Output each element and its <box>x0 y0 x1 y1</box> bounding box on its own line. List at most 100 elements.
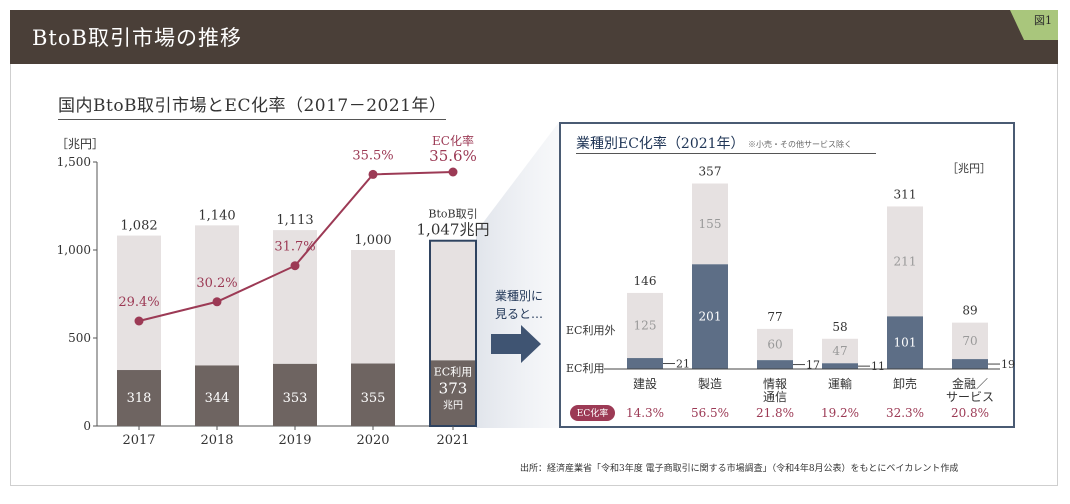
industry-bar-ec <box>627 358 663 369</box>
ec-ratio-callout-title: EC化率 <box>432 133 474 148</box>
right-title-rule <box>576 153 876 154</box>
zoom-connector <box>476 122 559 428</box>
x-tick-label: 2019 <box>278 433 311 448</box>
industry-non-ec-value: 155 <box>699 217 722 231</box>
ec-ratio-point <box>448 167 458 177</box>
industry-category-label: 運輸 <box>828 376 852 391</box>
industry-total-label: 89 <box>962 304 977 318</box>
industry-ec-value: 201 <box>699 310 722 324</box>
industry-category-label: サービス <box>946 390 994 404</box>
industry-category-label: 卸売 <box>893 376 917 391</box>
bar-ec <box>431 360 475 426</box>
ec-ratio-point <box>212 297 222 307</box>
industry-ec-value: 17 <box>806 359 820 372</box>
industry-category-label: 情報 <box>763 377 787 391</box>
industry-non-ec-value: 125 <box>634 318 657 332</box>
header-bar: BtoB取引市場の推移 <box>10 10 1058 64</box>
industry-ec-rate: 56.5% <box>691 406 729 420</box>
bar-ec <box>117 370 161 426</box>
ec-bar-value: 353 <box>283 391 308 406</box>
right-unit: ［兆円］ <box>947 162 991 175</box>
arrow-text-line2: 見ると… <box>495 307 543 321</box>
bar-non-ec <box>431 241 475 361</box>
x-tick-label: 2021 <box>436 433 469 448</box>
ec-bar-label: EC利用 <box>434 365 472 378</box>
industry-bar-non-ec <box>757 328 793 361</box>
y-tick-label: 1,000 <box>57 243 91 257</box>
industry-ec-value: 101 <box>894 336 917 350</box>
total-callout-label: BtoB取引 <box>428 207 477 221</box>
bar-total-label: 1,000 <box>354 233 391 248</box>
ec-ratio-point <box>134 316 144 326</box>
bar-non-ec <box>351 250 395 364</box>
industry-bar-ec <box>887 316 923 369</box>
bar-ec <box>351 363 395 426</box>
industry-total-label: 146 <box>634 274 657 288</box>
bar-total-label: 1,113 <box>276 213 313 228</box>
ec-ratio-label: 31.7% <box>274 240 315 255</box>
legend-label-ec: EC利用 <box>566 362 604 375</box>
industry-ec-value: 21 <box>676 358 690 371</box>
industry-bar-ec <box>952 359 988 369</box>
industry-non-ec-value: 70 <box>962 334 977 348</box>
industry-category-label: 製造 <box>698 377 722 391</box>
x-tick-label: 2020 <box>356 433 389 448</box>
industry-category-label: 金融／ <box>952 376 988 391</box>
industry-ec-value: 19 <box>1001 358 1015 371</box>
industry-ec-rate: 14.3% <box>626 406 664 420</box>
ec-bar-value: 318 <box>127 391 152 406</box>
ec-ratio-label: 35.5% <box>352 148 393 163</box>
ec-ratio-label: 29.4% <box>118 295 159 310</box>
industry-total-label: 357 <box>699 165 722 179</box>
industry-non-ec-value: 47 <box>832 344 847 358</box>
industry-total-label: 77 <box>767 310 782 324</box>
bar-non-ec <box>117 235 161 371</box>
y-tick-label: 500 <box>68 331 91 345</box>
bar-total-label: 1,082 <box>120 219 157 234</box>
bar-non-ec <box>273 230 317 364</box>
figure-tab <box>1010 10 1058 40</box>
industry-bar-non-ec <box>822 338 858 364</box>
ec-rate-badge-label: EC化率 <box>577 407 608 419</box>
industry-bar-non-ec <box>627 292 663 359</box>
industry-ec-rate: 32.3% <box>886 406 924 420</box>
page-title: BtoB取引市場の推移 <box>32 26 242 50</box>
left-title-rule <box>58 119 446 120</box>
ec-bar-value: 373 <box>439 379 468 397</box>
bar-total-label: 1,140 <box>198 208 235 223</box>
industry-bar-ec <box>692 264 728 369</box>
total-callout-value: 1,047兆円 <box>417 221 490 239</box>
industry-ec-value: 11 <box>871 360 885 373</box>
ec-bar-value: 355 <box>361 391 386 406</box>
industry-category-label: 建設 <box>633 376 657 391</box>
bar-ec <box>195 365 239 426</box>
industry-bar-ec <box>757 360 793 369</box>
ec-bar-unit: 兆円 <box>443 399 463 411</box>
zoom-arrow <box>491 325 541 363</box>
arrow-text-line1: 業種別に <box>495 289 543 303</box>
industry-bar-ec <box>822 363 858 369</box>
figure-label: 図1 <box>1034 14 1052 27</box>
y-tick-label: 1,500 <box>57 155 91 169</box>
ec-bar-value: 344 <box>205 391 230 406</box>
industry-total-label: 58 <box>832 320 847 334</box>
industry-panel <box>559 122 1015 428</box>
ec-ratio-label: 30.2% <box>196 276 237 291</box>
right-chart-note: ※小売・その他サービス除く <box>748 140 852 149</box>
industry-total-label: 311 <box>894 187 917 201</box>
left-chart-title: 国内BtoB取引市場とEC化率（2017－2021年） <box>58 96 447 116</box>
industry-bar-non-ec <box>952 322 988 360</box>
industry-non-ec-value: 60 <box>767 338 782 352</box>
y-tick-label: 0 <box>83 419 91 433</box>
legend-label-non-ec: EC利用外 <box>566 324 615 337</box>
x-tick-label: 2017 <box>122 433 155 448</box>
industry-ec-rate: 21.8% <box>756 406 794 420</box>
source-caption: 出所：経済産業省「令和3年度 電子商取引に関する市場調査」（令和4年8月公表）を… <box>520 464 959 474</box>
industry-bar-non-ec <box>692 183 728 265</box>
x-tick-label: 2018 <box>200 433 233 448</box>
y-axis-unit: ［兆円］ <box>56 137 104 151</box>
bar-ec <box>273 363 317 426</box>
ec-ratio-point <box>368 169 378 179</box>
right-chart-title: 業種別EC化率（2021年） <box>576 136 745 152</box>
